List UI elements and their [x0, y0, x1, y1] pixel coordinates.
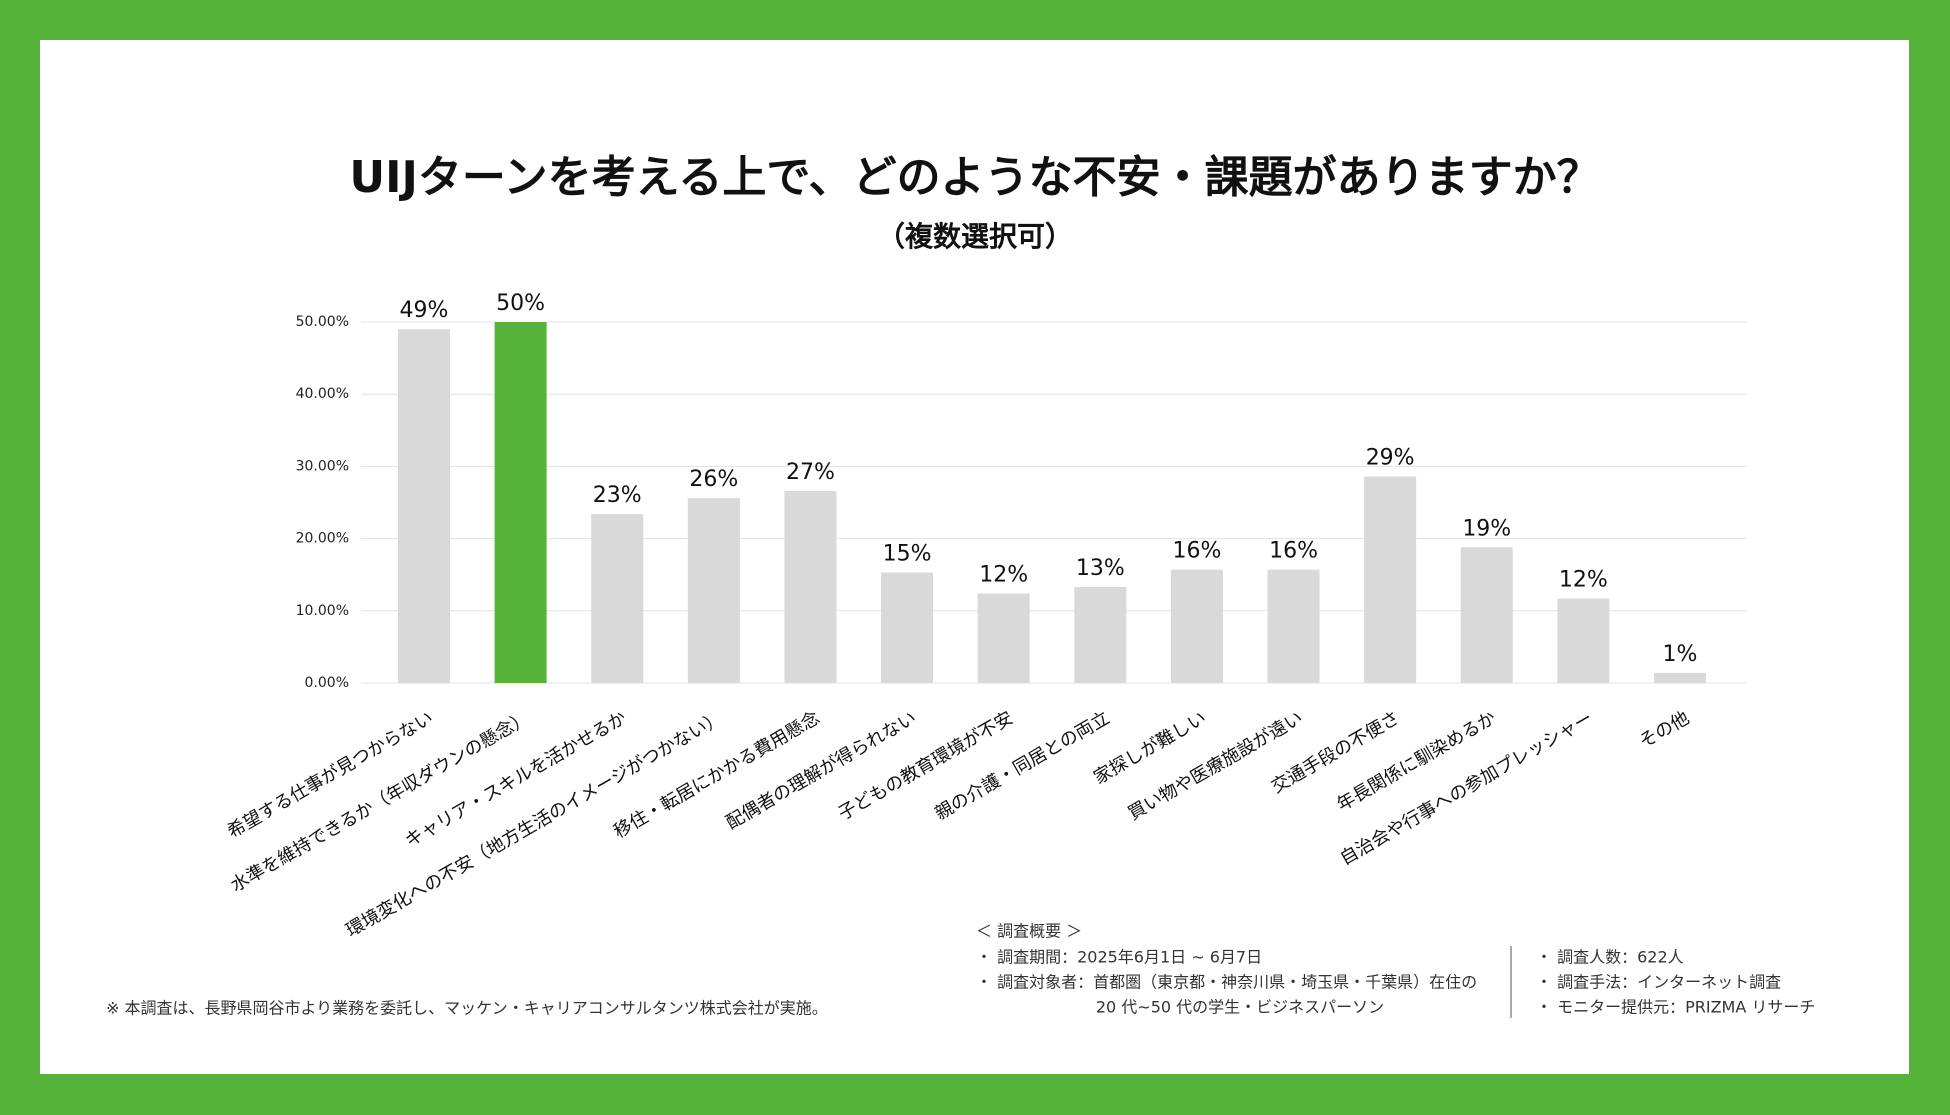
bar: [1074, 586, 1127, 683]
survey-line: ・ モニター提供元：PRIZMA リサーチ: [1536, 998, 1815, 1017]
value-label: 15%: [883, 542, 932, 567]
x-tick-label: 親の介護・同居との両立: [931, 707, 1113, 824]
y-tick-label: 30.00%: [296, 458, 349, 474]
x-tick-label: その他: [1636, 707, 1693, 752]
bar: [977, 593, 1030, 683]
bar: [1460, 547, 1513, 683]
x-tick-label: 年長関係に馴染めるか: [1333, 707, 1499, 815]
bar: [1557, 598, 1610, 683]
bar: [1364, 476, 1417, 683]
bar: [784, 490, 837, 683]
chart-title: UIJターンを考える上で、どのような不安・課題がありますか？: [349, 152, 1600, 203]
bar: [1654, 672, 1706, 683]
disclaimer: ※ 本調査は、長野県岡谷市より業務を委託し、マッケン・キャリアコンサルタンツ株式…: [106, 999, 828, 1018]
chart-subtitle: （複数選択可）: [877, 220, 1073, 253]
x-tick-label: 買い物や医療施設が遠い: [1125, 707, 1307, 824]
y-tick-label: 0.00%: [305, 675, 349, 691]
value-label: 1%: [1663, 642, 1698, 667]
bar: [494, 322, 547, 683]
bar: [398, 329, 450, 683]
value-label: 12%: [1559, 568, 1608, 593]
survey-line: 20 代~50 代の学生・ビジネスパーソン: [1096, 998, 1384, 1017]
y-tick-label: 20.00%: [296, 531, 349, 547]
value-label: 50%: [496, 291, 545, 316]
survey-line: ・ 調査手法：インターネット調査: [1536, 973, 1781, 992]
value-label: 27%: [786, 460, 835, 485]
bar: [591, 514, 644, 683]
survey-heading: ＜ 調査概要 ＞: [976, 922, 1082, 941]
bar: [881, 572, 934, 683]
x-tick-label: 子どもの教育環境が不安: [835, 707, 1017, 824]
value-label: 26%: [689, 467, 738, 492]
bar: [687, 498, 740, 683]
panel: [40, 40, 1909, 1074]
y-tick-label: 50.00%: [296, 314, 349, 330]
y-tick-label: 10.00%: [296, 603, 349, 619]
bar: [1267, 569, 1320, 683]
survey-line: ・ 調査対象者：首都圏（東京都・神奈川県・埼玉県・千葉県）在住の: [976, 973, 1477, 992]
value-label: 49%: [400, 298, 449, 323]
value-label: 12%: [979, 562, 1028, 587]
value-label: 29%: [1366, 446, 1415, 471]
y-tick-label: 40.00%: [296, 386, 349, 402]
value-label: 13%: [1076, 556, 1125, 581]
value-label: 23%: [593, 483, 642, 508]
survey-line: ・ 調査人数：622人: [1536, 948, 1684, 967]
bar: [1170, 569, 1223, 683]
survey-line: ・ 調査期間：2025年6月1日 ~ 6月7日: [976, 948, 1262, 967]
value-label: 19%: [1462, 516, 1511, 541]
value-label: 16%: [1172, 539, 1221, 564]
value-label: 16%: [1269, 539, 1318, 564]
